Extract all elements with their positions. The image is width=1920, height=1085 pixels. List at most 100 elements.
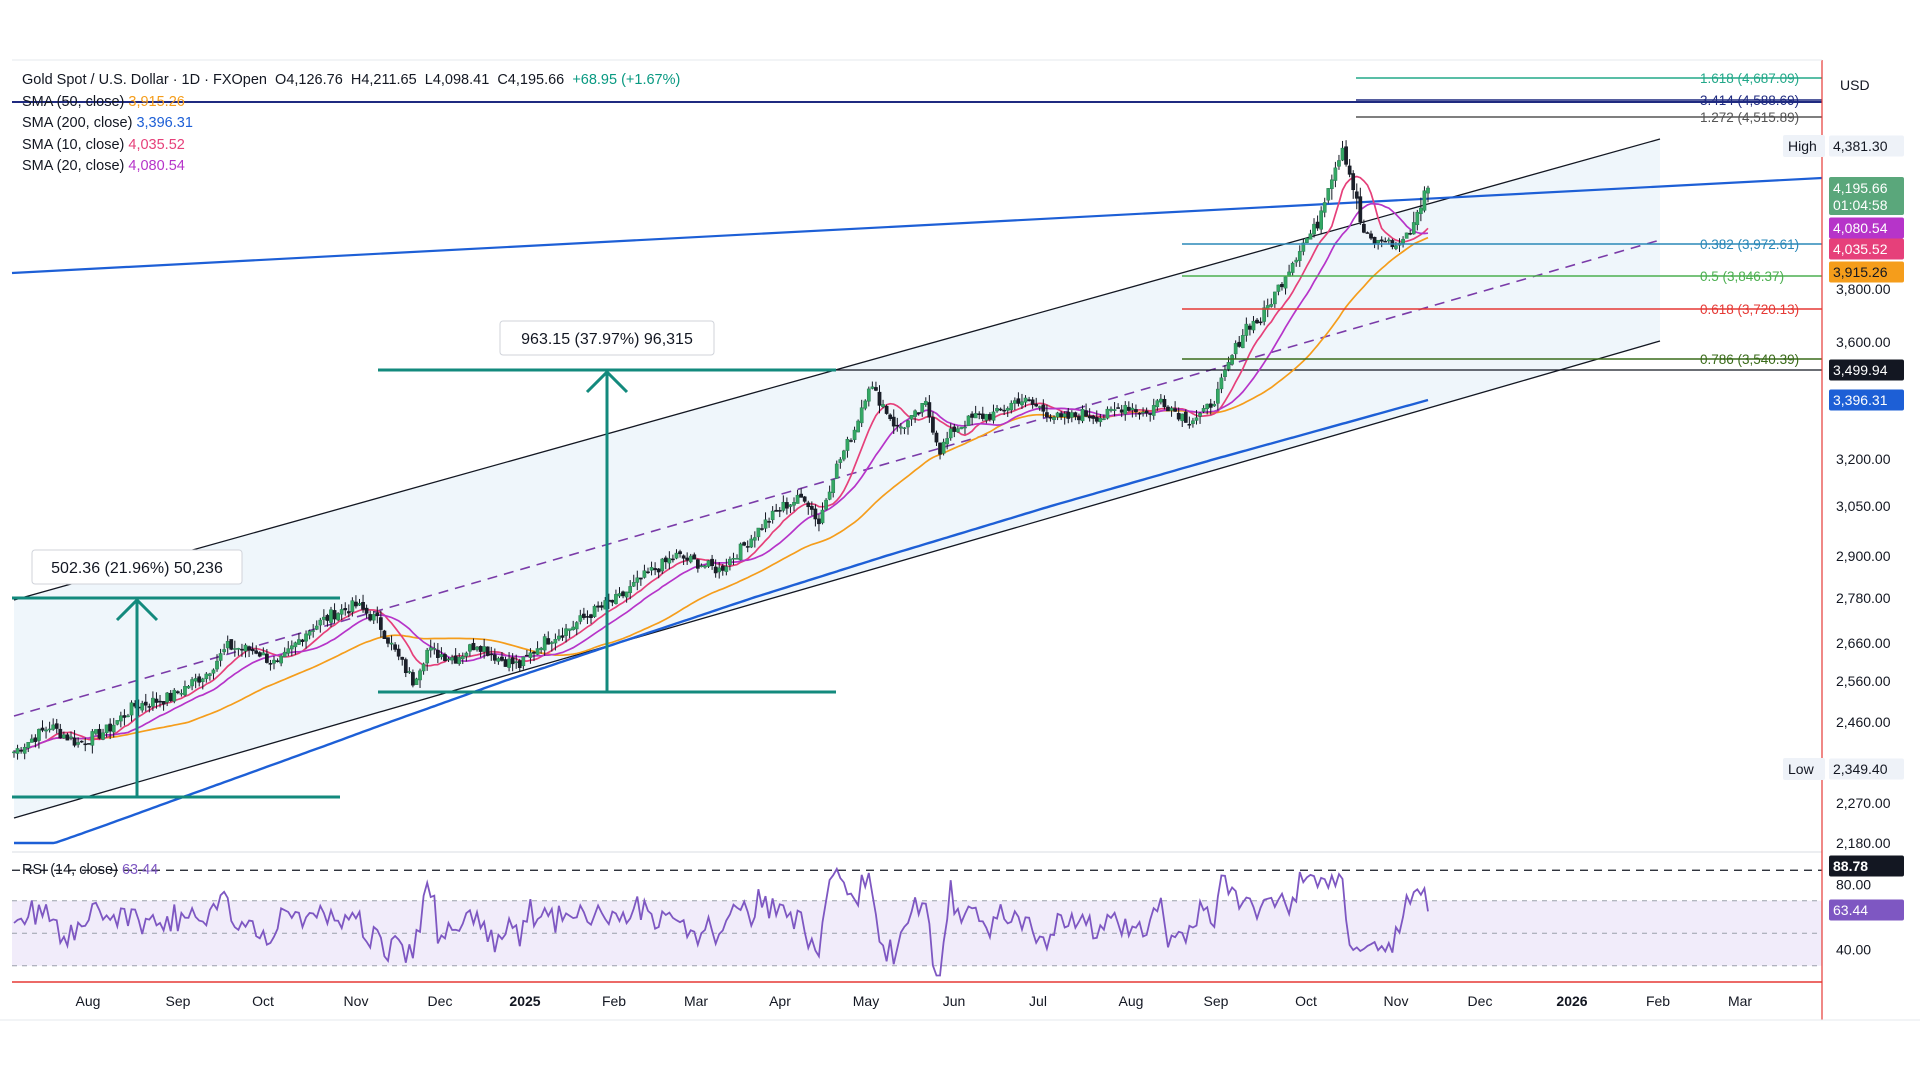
candle-body [1191,420,1195,424]
candle-body [1130,407,1135,411]
candle-body [678,551,682,555]
close-value: C4,195.66 [497,72,565,88]
candle-body [1109,408,1113,411]
candle-body [368,614,373,621]
price-tag[interactable] [1829,177,1904,215]
price-tag[interactable] [1829,359,1904,381]
price-tag[interactable] [1829,238,1904,260]
candle-body [582,613,586,618]
candle-body [692,554,697,560]
candle-body [72,737,77,746]
candle-body [667,558,672,564]
candle-body [874,387,878,391]
candle-body [1020,401,1024,406]
measure-label[interactable]: 502.36 (21.96%) 50,236 [51,560,223,577]
candle-body [183,686,187,696]
candle-body [884,405,889,414]
candle-body [453,655,458,664]
fib-label: 0.5 (3,846.37) [1700,269,1784,284]
indicator-sma10[interactable]: SMA (10, close) 4,035.52 [22,135,680,157]
candle-body [521,656,526,667]
indicator-sma200[interactable]: SMA (200, close) 3,396.31 [22,113,680,135]
candle-body [774,509,779,512]
rsi-legend[interactable]: RSI (14, close) 63.44 [22,862,158,878]
candle-body [1087,415,1092,419]
candle-body [574,622,579,630]
price-tag[interactable] [1829,217,1904,239]
candle-body [760,528,764,530]
candle-body [1408,233,1413,235]
candle-body [870,386,875,389]
time-label: Feb [1646,993,1670,1009]
price-tag[interactable] [1829,758,1904,780]
candle-body [1176,413,1181,420]
candle-body [65,734,70,741]
candle-body [948,428,953,439]
candle-body [781,501,786,511]
candle-body [763,519,768,529]
candle-body [386,637,390,644]
price-tag-text: 3,915.26 [1833,264,1888,280]
candle-body [1269,304,1274,307]
candle-body [656,568,661,573]
indicator-sma50[interactable]: SMA (50, close) 3,915.26 [22,92,680,114]
candle-body [1290,262,1295,273]
candle-body [1276,284,1281,292]
candle-body [1194,417,1199,421]
price-tag[interactable] [1829,261,1904,283]
candle-body [738,543,743,561]
candle-body [471,642,476,651]
price-tag[interactable] [1829,855,1904,877]
candle-body [535,648,540,655]
candle-body [286,648,291,654]
symbol-title[interactable]: Gold Spot / U.S. Dollar · 1D · FXOpen [22,72,267,88]
indicator-label: SMA (10, close) [22,136,125,153]
candle-body [1248,325,1252,330]
candle-body [1362,223,1366,233]
candle-body [119,715,123,722]
currency-label[interactable]: USD [1840,77,1870,93]
candle-body [200,678,205,683]
candle-body [788,504,793,507]
time-label: Aug [76,993,101,1009]
price-tag[interactable] [1829,389,1904,411]
candle-body [215,660,219,670]
candle-body [126,715,130,718]
candle-body [571,626,576,631]
candle-body [970,413,974,418]
candle-body [165,692,170,703]
price-tag-text: 88.78 [1833,858,1868,874]
candle-body [660,558,665,572]
candle-body [539,647,543,650]
candle-body [1159,398,1163,403]
candle-body [1383,240,1388,243]
candle-body [1379,239,1384,242]
candle-body [243,644,248,652]
candle-body [218,653,223,661]
candle-body [856,420,860,433]
time-label: Oct [1295,993,1317,1009]
candle-body [272,659,276,664]
price-tag[interactable] [1829,135,1904,157]
price-tag[interactable] [1829,899,1904,921]
candle-body [1166,406,1170,412]
candle-body [895,424,900,427]
measure-arrowhead [115,597,159,622]
candle-body [1244,323,1249,336]
candle-body [496,658,501,662]
candle-body [158,700,162,703]
candle-body [115,720,120,725]
candle-body [756,527,761,538]
indicator-sma20[interactable]: SMA (20, close) 4,080.54 [22,156,680,178]
candle-body [268,663,273,665]
candle-body [450,657,454,661]
measure-label[interactable]: 963.15 (37.97%) 96,315 [521,331,693,348]
price-tag-text: 4,195.66 [1833,180,1888,196]
candle-body [1030,399,1035,405]
candle-body [54,723,59,729]
time-label: Oct [252,993,274,1009]
candle-body [26,741,31,749]
candle-body [232,648,237,650]
candle-body [1322,202,1327,213]
